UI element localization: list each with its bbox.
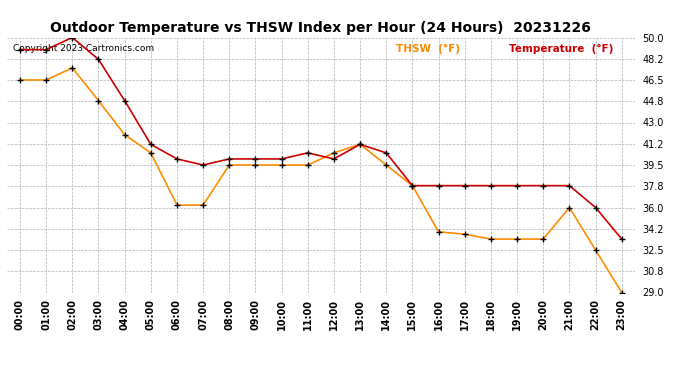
Title: Outdoor Temperature vs THSW Index per Hour (24 Hours)  20231226: Outdoor Temperature vs THSW Index per Ho… [50, 21, 591, 35]
Text: THSW  (°F): THSW (°F) [396, 44, 460, 54]
Text: Copyright 2023 Cartronics.com: Copyright 2023 Cartronics.com [13, 44, 155, 53]
Text: Temperature  (°F): Temperature (°F) [509, 44, 613, 54]
